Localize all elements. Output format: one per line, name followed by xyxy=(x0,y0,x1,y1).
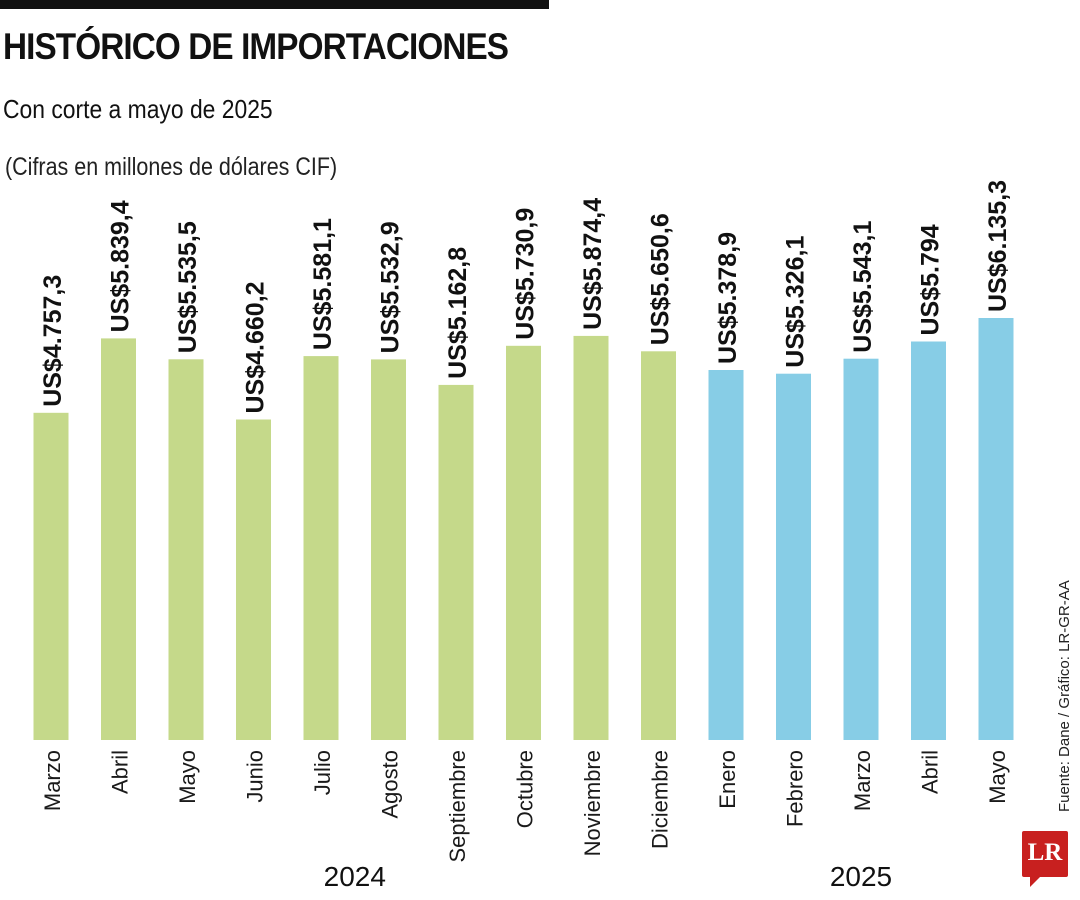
bar-4 xyxy=(236,419,271,740)
value-label-7: US$5.162,8 xyxy=(444,247,472,379)
value-label-3: US$5.535,5 xyxy=(174,221,202,353)
bar-6 xyxy=(371,359,406,740)
value-label-15: US$6.135,3 xyxy=(984,180,1012,312)
value-label-9: US$5.874,4 xyxy=(579,198,607,330)
bar-9 xyxy=(573,335,609,740)
bar-3 xyxy=(168,359,204,740)
bar-8 xyxy=(506,345,541,740)
bar-1 xyxy=(33,412,69,740)
bar-15 xyxy=(978,318,1014,740)
category-label-7: Septiembre xyxy=(445,750,470,863)
value-label-13: US$5.543,1 xyxy=(849,221,877,353)
source-note: Fuente: Dane / Gráfico: LR-GR-AA xyxy=(1056,580,1073,812)
lr-logo-text: LR xyxy=(1027,839,1063,866)
unit-note: (Cifras en millones de dólares CIF) xyxy=(5,153,338,181)
lr-logo: LR xyxy=(1022,831,1068,887)
value-label-10: US$5.650,6 xyxy=(647,213,675,345)
category-label-11: Enero xyxy=(715,750,740,809)
value-label-4: US$4.660,2 xyxy=(242,281,270,413)
value-label-5: US$5.581,1 xyxy=(309,218,337,350)
category-label-5: Julio xyxy=(310,750,335,795)
category-label-3: Mayo xyxy=(175,750,200,804)
category-label-2: Abril xyxy=(108,750,133,794)
chart-title: HISTÓRICO DE IMPORTACIONES xyxy=(3,26,509,67)
bar-13 xyxy=(843,358,879,740)
category-label-6: Agosto xyxy=(378,750,403,819)
year-label-2025: 2025 xyxy=(830,861,892,892)
category-label-14: Abril xyxy=(918,750,943,794)
bar-7 xyxy=(438,384,474,740)
value-label-11: US$5.378,9 xyxy=(714,232,742,364)
category-label-9: Noviembre xyxy=(580,750,605,856)
category-label-4: Junio xyxy=(243,750,268,803)
category-label-1: Marzo xyxy=(40,750,65,811)
value-label-12: US$5.326,1 xyxy=(782,236,810,368)
value-label-1: US$4.757,3 xyxy=(39,275,67,407)
chart-subtitle: Con corte a mayo de 2025 xyxy=(3,94,273,124)
bar-2 xyxy=(101,338,136,740)
bar-10 xyxy=(641,351,676,740)
category-label-15: Mayo xyxy=(985,750,1010,804)
bar-12 xyxy=(776,373,811,740)
value-label-2: US$5.839,4 xyxy=(107,200,135,332)
category-label-12: Febrero xyxy=(783,750,808,827)
bar-14 xyxy=(911,341,946,740)
value-label-14: US$5.794 xyxy=(917,224,945,335)
category-label-10: Diciembre xyxy=(648,750,673,849)
category-label-8: Octubre xyxy=(513,750,538,828)
bar-11 xyxy=(708,370,744,740)
value-label-8: US$5.730,9 xyxy=(512,208,540,340)
top-rule xyxy=(0,0,549,9)
bar-5 xyxy=(303,356,339,740)
year-label-2024: 2024 xyxy=(324,861,386,892)
category-label-13: Marzo xyxy=(850,750,875,811)
value-label-6: US$5.532,9 xyxy=(377,221,405,353)
